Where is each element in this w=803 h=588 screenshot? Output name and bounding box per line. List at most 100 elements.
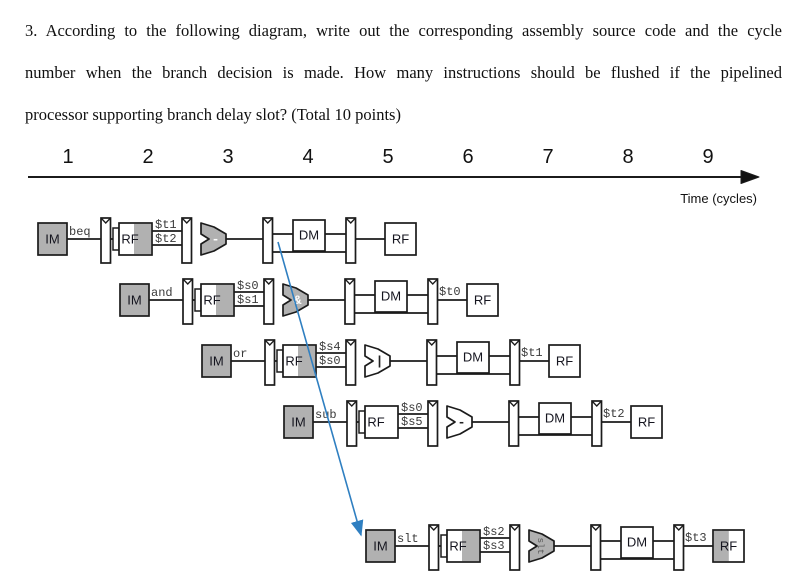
- read-reg-label: $s4: [319, 340, 341, 354]
- alu: [282, 283, 309, 317]
- pipeline-register: [508, 400, 520, 447]
- alu-op-label: -: [458, 415, 466, 430]
- dm-box: [292, 219, 326, 252]
- rf-label: RF: [449, 539, 466, 554]
- read-reg-label: $s0: [237, 279, 259, 293]
- register-clock-notch: [590, 524, 601, 531]
- rf-read-shading: [462, 530, 480, 562]
- pipeline-register: [673, 524, 685, 571]
- write-reg-label: $t2: [603, 407, 625, 421]
- rf-box: [282, 344, 317, 378]
- register-clock-notch: [428, 524, 439, 531]
- write-reg-label: $t0: [439, 285, 461, 299]
- pipeline-register: [182, 278, 194, 325]
- instruction-label: and: [151, 286, 173, 300]
- dm-label: DM: [545, 411, 565, 426]
- dm-label: DM: [463, 350, 483, 365]
- rf-write-port-tab: [112, 227, 120, 251]
- im-label: IM: [127, 293, 141, 308]
- alu-op-label: slt: [535, 537, 546, 554]
- rf-label: RF: [474, 293, 491, 308]
- question-line: 3. According to the following diagram, w…: [25, 21, 782, 40]
- rf-wb-box: [384, 222, 417, 256]
- cycle-number: 3: [222, 146, 233, 168]
- pipeline-register: [426, 339, 438, 386]
- register-clock-notch: [345, 217, 356, 224]
- pipeline-register: [263, 278, 275, 325]
- pipeline-register: [181, 217, 193, 264]
- pipeline-register: [345, 339, 357, 386]
- rf-box: [446, 529, 481, 563]
- dm-label: DM: [627, 535, 647, 550]
- pipeline-register: [262, 217, 274, 264]
- pipeline-register: [427, 400, 439, 447]
- dm-label: DM: [299, 228, 319, 243]
- alu-op-label: &: [294, 293, 302, 308]
- question-line: number when the branch decision is made.…: [25, 63, 782, 82]
- register-clock-notch: [508, 400, 519, 407]
- im-label: IM: [291, 415, 305, 430]
- read-reg-label: $s2: [483, 525, 505, 539]
- register-clock-notch: [591, 400, 602, 407]
- register-clock-notch: [426, 339, 437, 346]
- pipeline-register: [427, 278, 439, 325]
- cycle-number: 4: [302, 146, 313, 168]
- read-reg-label: $s5: [401, 415, 423, 429]
- pipeline-register: [264, 339, 276, 386]
- register-clock-notch: [427, 400, 438, 407]
- rf-label: RF: [203, 293, 220, 308]
- cycle-number: 8: [622, 146, 633, 168]
- cycle-number: 7: [542, 146, 553, 168]
- register-clock-notch: [344, 278, 355, 285]
- alu-op-label: |: [376, 354, 384, 369]
- pipeline-register: [100, 217, 112, 264]
- rf-wb-box: [466, 283, 499, 317]
- register-clock-notch: [182, 278, 193, 285]
- time-axis-label: Time (cycles): [680, 191, 757, 206]
- question-line: processor supporting branch delay slot? …: [25, 105, 401, 124]
- rf-wb-fill: [385, 223, 416, 255]
- register-clock-notch: [263, 278, 274, 285]
- register-clock-notch: [509, 339, 520, 346]
- rf-label: RF: [392, 232, 409, 247]
- instruction-label: sub: [315, 408, 337, 422]
- rf-read-shading: [134, 223, 152, 255]
- pipeline-register: [590, 524, 602, 571]
- read-reg-label: $s3: [483, 539, 505, 553]
- register-clock-notch: [264, 339, 275, 346]
- rf-label: RF: [285, 354, 302, 369]
- dm-label: DM: [381, 289, 401, 304]
- rf-wb-box: [630, 405, 663, 439]
- read-reg-label: $s1: [237, 293, 259, 307]
- pipeline-register: [591, 400, 603, 447]
- im-box: [119, 283, 150, 317]
- dm-box: [538, 402, 572, 435]
- rf-wb-box: [548, 344, 581, 378]
- pipeline-register: [428, 524, 440, 571]
- cycle-number: 6: [462, 146, 473, 168]
- register-clock-notch: [509, 524, 520, 531]
- im-label: IM: [373, 539, 387, 554]
- read-reg-label: $s0: [401, 401, 423, 415]
- rf-box: [200, 283, 235, 317]
- write-reg-label: $t1: [521, 346, 543, 360]
- alu-op-label: -: [212, 232, 220, 247]
- pipeline-register: [509, 339, 521, 386]
- im-label: IM: [209, 354, 223, 369]
- register-clock-notch: [181, 217, 192, 224]
- instruction-label: slt: [397, 532, 419, 546]
- register-clock-notch: [346, 400, 357, 407]
- cycle-number: 2: [142, 146, 153, 168]
- im-box: [283, 405, 314, 439]
- read-reg-label: $t1: [155, 218, 177, 232]
- dm-box: [456, 341, 490, 374]
- pipeline-register: [509, 524, 521, 571]
- rf-write-port-tab: [440, 534, 448, 558]
- cycle-number: 1: [62, 146, 73, 168]
- dm-box: [620, 526, 654, 559]
- write-reg-label: $t3: [685, 531, 707, 545]
- pipeline-register: [345, 217, 357, 264]
- rf-label: RF: [556, 354, 573, 369]
